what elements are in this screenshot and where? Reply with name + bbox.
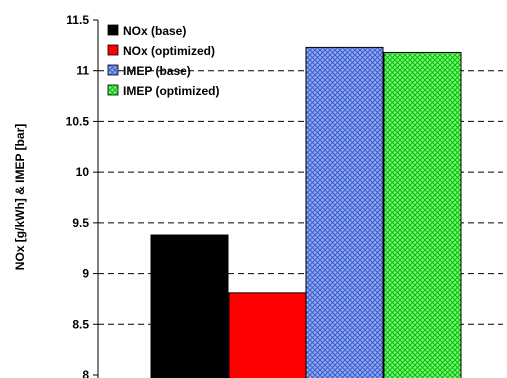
bar-nox-optimized [228, 292, 307, 378]
y-tick-label: 9 [82, 267, 89, 281]
legend: NOx (base) NOx (optimized) IMEP (base) IMEP… [107, 24, 219, 98]
legend-swatch [107, 64, 119, 76]
bars [150, 46, 462, 378]
y-tick-label: 8.5 [72, 317, 89, 331]
bar-imep-base [305, 46, 384, 378]
legend-swatch [107, 24, 119, 36]
y-tick-label: 10.5 [66, 114, 90, 128]
y-tick-label: 11 [76, 64, 89, 78]
legend-swatch [107, 44, 119, 56]
y-tick-label: 10 [76, 165, 90, 179]
legend-label: NOx (optimized) [123, 44, 215, 58]
y-axis-title: NOx [g/kWh] & IMEP [bar] [13, 124, 27, 270]
bar-imep-optimized [383, 51, 462, 378]
y-tick-label: 8 [82, 368, 89, 378]
legend-label: IMEP (base) [123, 64, 191, 78]
y-tick-label: 11.5 [66, 13, 89, 27]
legend-swatch [107, 84, 119, 96]
legend-label: NOx (base) [123, 24, 186, 38]
legend-label: IMEP (optimized) [123, 84, 219, 98]
y-tick-label: 9.5 [72, 216, 89, 230]
bar-nox-base [150, 234, 229, 378]
y-axis: 8 8.5 9 9.5 10 10.5 11 11.5 [66, 13, 99, 378]
